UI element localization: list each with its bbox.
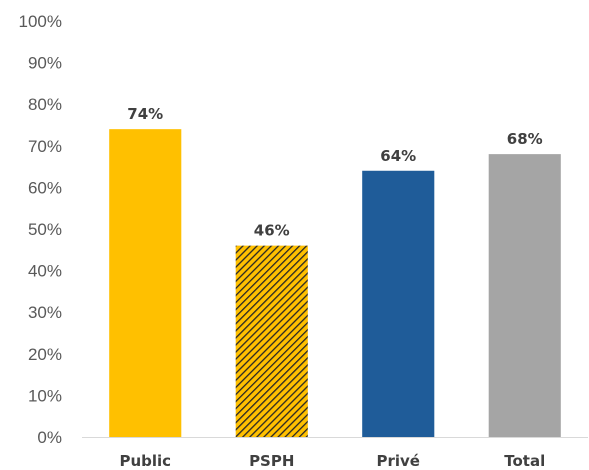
y-tick-label: 70% <box>28 137 62 156</box>
x-axis: Public PSPH Privé Total <box>119 452 545 470</box>
y-tick-label: 10% <box>28 386 62 405</box>
x-tick-label: Privé <box>377 452 420 470</box>
data-label: 68% <box>507 130 543 148</box>
bars-group <box>109 129 561 437</box>
data-label: 46% <box>254 222 290 240</box>
bar-total <box>488 154 561 437</box>
y-tick-label: 0% <box>37 428 62 447</box>
data-label: 74% <box>127 105 163 123</box>
y-tick-label: 90% <box>28 54 62 73</box>
data-labels-group: 74% 46% 64% 68% <box>127 105 542 239</box>
y-tick-label: 100% <box>19 12 62 31</box>
bar-priv- <box>362 170 435 437</box>
y-tick-label: 30% <box>28 303 62 322</box>
y-axis: 0% 10% 20% 30% 40% 50% 60% 70% 80% 90% 100% <box>19 12 62 447</box>
y-tick-label: 80% <box>28 95 62 114</box>
data-label: 64% <box>380 147 416 165</box>
y-tick-label: 50% <box>28 220 62 239</box>
bar-psph <box>235 245 308 437</box>
bar-public <box>109 129 182 437</box>
x-tick-label: PSPH <box>249 452 294 470</box>
y-tick-label: 20% <box>28 345 62 364</box>
y-tick-label: 60% <box>28 178 62 197</box>
y-tick-label: 40% <box>28 262 62 281</box>
x-tick-label: Public <box>119 452 171 470</box>
x-tick-label: Total <box>504 452 545 470</box>
